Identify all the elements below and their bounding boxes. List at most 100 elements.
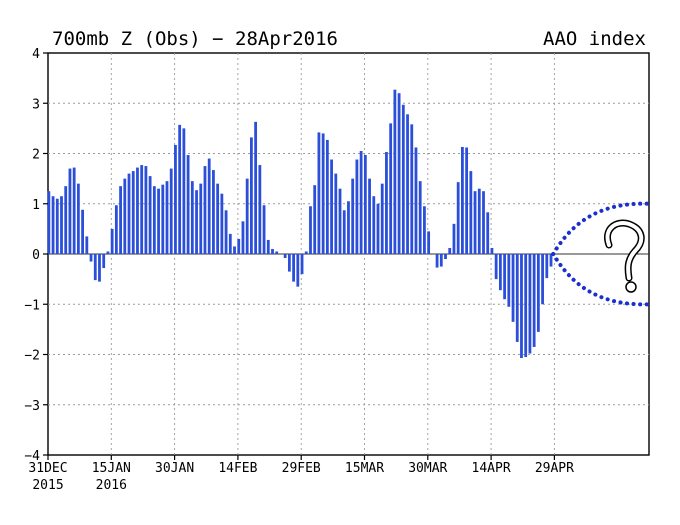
bar — [190, 181, 194, 254]
bar — [325, 139, 329, 254]
question-mark-dot — [625, 281, 637, 293]
bar — [524, 254, 528, 358]
bar — [528, 254, 532, 354]
chart-title: 700mb Z (Obs) − 28Apr2016 — [52, 28, 338, 50]
bar — [178, 124, 182, 254]
bar — [207, 158, 211, 254]
bar — [380, 183, 384, 254]
bar — [262, 205, 266, 254]
bar — [85, 236, 89, 254]
bar — [254, 121, 258, 254]
bar — [498, 254, 502, 291]
bar — [89, 254, 93, 262]
bar — [148, 176, 152, 254]
bar — [195, 190, 198, 254]
bar — [465, 147, 469, 254]
bar — [199, 183, 203, 254]
bar — [169, 168, 173, 254]
bar — [304, 251, 308, 254]
bar — [292, 254, 295, 282]
bar — [47, 191, 51, 254]
bar — [423, 206, 426, 254]
bar — [482, 191, 485, 254]
bar — [98, 254, 101, 282]
bar — [165, 181, 169, 254]
forecast-lower-bound — [551, 252, 651, 307]
bar — [545, 254, 549, 279]
bar — [152, 186, 156, 254]
bar — [127, 173, 131, 254]
bar — [490, 247, 494, 254]
y-tick-label: 4 — [32, 47, 40, 62]
y-tick-label: 1 — [32, 198, 40, 213]
bar — [106, 251, 110, 254]
bar — [410, 124, 414, 254]
bar — [494, 254, 498, 280]
bar — [536, 254, 540, 332]
chart-title-right: AAO index — [543, 28, 646, 50]
bar — [300, 254, 304, 275]
bar — [131, 171, 135, 254]
bar — [68, 168, 72, 254]
bar — [363, 155, 367, 254]
bar — [144, 166, 148, 254]
y-tick-label: 2 — [32, 148, 40, 163]
bar — [55, 198, 59, 254]
bar — [119, 186, 122, 254]
question-mark-inner — [605, 221, 644, 280]
bar — [511, 254, 515, 322]
x-tick-label: 14APR — [472, 461, 511, 476]
bar — [309, 206, 312, 254]
bar — [541, 254, 544, 305]
bar — [427, 231, 431, 254]
bar — [228, 233, 232, 254]
x-tick-label: 29FEB — [282, 461, 321, 476]
bar — [161, 184, 165, 254]
bar — [136, 167, 139, 254]
x-tick-label: 30MAR — [408, 461, 447, 476]
bar — [435, 254, 439, 268]
bar — [503, 254, 506, 300]
bar — [393, 89, 397, 255]
bar — [486, 212, 490, 254]
y-tick-label: 0 — [32, 248, 40, 263]
y-tick-label: −4 — [24, 449, 40, 464]
bar — [182, 128, 186, 255]
bar — [76, 183, 80, 254]
x-tick-label: 29APR — [535, 461, 574, 476]
y-tick-label: −3 — [24, 399, 40, 414]
bar — [60, 196, 63, 254]
bar — [532, 254, 536, 347]
bar — [406, 114, 409, 254]
bar — [507, 254, 511, 307]
bar — [351, 178, 355, 255]
forecast-upper-bound — [551, 201, 651, 256]
bar — [355, 159, 359, 254]
y-axis: 4 3 2 1 0 −1 −2 −3 −4 — [24, 47, 48, 464]
bar — [245, 178, 249, 255]
bar — [385, 151, 388, 254]
bar — [389, 123, 393, 254]
bar — [212, 170, 215, 254]
bar — [414, 147, 418, 254]
bar — [397, 93, 401, 254]
bar — [515, 254, 519, 342]
bar — [368, 178, 371, 255]
bar — [448, 247, 452, 254]
bar — [237, 238, 241, 254]
bar — [250, 137, 253, 254]
bar — [338, 188, 342, 254]
bar — [114, 205, 118, 254]
bar — [342, 210, 346, 254]
x-tick-label: 14FEB — [218, 461, 257, 476]
bar — [321, 133, 325, 254]
bar — [203, 166, 207, 254]
bar — [477, 188, 481, 254]
x-axis: 31DEC 2015 15JAN 2016 30JAN 14FEB 29FEB 15MAR 30… — [28, 455, 574, 493]
bar — [287, 254, 291, 272]
bar — [216, 183, 220, 254]
bar — [376, 203, 380, 254]
bar-series — [47, 89, 553, 359]
bar — [140, 165, 144, 254]
